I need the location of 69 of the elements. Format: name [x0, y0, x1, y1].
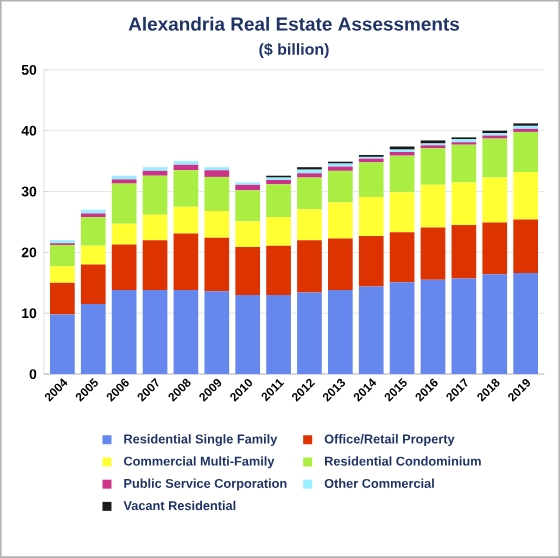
bar [513, 273, 538, 375]
bar [50, 245, 75, 267]
bar [173, 206, 199, 234]
bar [327, 238, 353, 291]
bar [50, 282, 75, 315]
bar [111, 290, 137, 375]
bar [327, 202, 353, 239]
bar [358, 197, 384, 236]
bar [142, 240, 168, 291]
bar [142, 175, 168, 215]
bar [513, 131, 538, 173]
bar [50, 314, 75, 375]
bar [420, 279, 446, 375]
bar [389, 155, 415, 193]
bar [482, 138, 508, 178]
bar [204, 211, 230, 238]
bar [204, 237, 230, 292]
bar [482, 222, 508, 275]
bar [266, 294, 291, 375]
bar [235, 184, 261, 191]
bar [327, 290, 353, 375]
bar [358, 162, 384, 198]
bar [420, 184, 446, 228]
bar [482, 274, 508, 375]
bar [80, 217, 106, 246]
bar [266, 245, 291, 295]
bar [451, 144, 477, 183]
bar [451, 224, 477, 279]
bar [235, 294, 261, 375]
bar [235, 221, 261, 247]
bar [451, 182, 477, 225]
bar [142, 170, 168, 176]
bar [80, 245, 106, 265]
bar [235, 190, 261, 222]
bar [327, 170, 353, 203]
bar [111, 183, 137, 224]
bar [173, 170, 199, 207]
bar [111, 244, 137, 291]
bar [358, 235, 384, 287]
chart-title: Alexandria Real Estate Assessments [128, 16, 459, 31]
bar [50, 266, 75, 283]
bar [80, 264, 106, 305]
bar [173, 290, 199, 375]
bar [513, 172, 538, 220]
bar [142, 214, 168, 241]
bar [297, 177, 322, 210]
bar [204, 170, 230, 177]
bar [204, 176, 230, 211]
bar [420, 227, 446, 280]
bar [266, 179, 291, 185]
bar [451, 278, 477, 375]
bar [297, 292, 322, 375]
bar [389, 232, 415, 283]
bar [482, 177, 508, 223]
bar [266, 184, 291, 218]
bar [142, 290, 168, 375]
bar [173, 233, 199, 291]
bar [297, 240, 322, 293]
bar [297, 209, 322, 241]
bar [111, 223, 137, 245]
bar [389, 282, 415, 375]
bar [420, 148, 446, 185]
bar [358, 286, 384, 375]
bar [204, 291, 230, 375]
bar [513, 219, 538, 274]
bar [266, 217, 291, 246]
bar [235, 246, 261, 295]
bar [389, 192, 415, 233]
bar [80, 304, 106, 375]
